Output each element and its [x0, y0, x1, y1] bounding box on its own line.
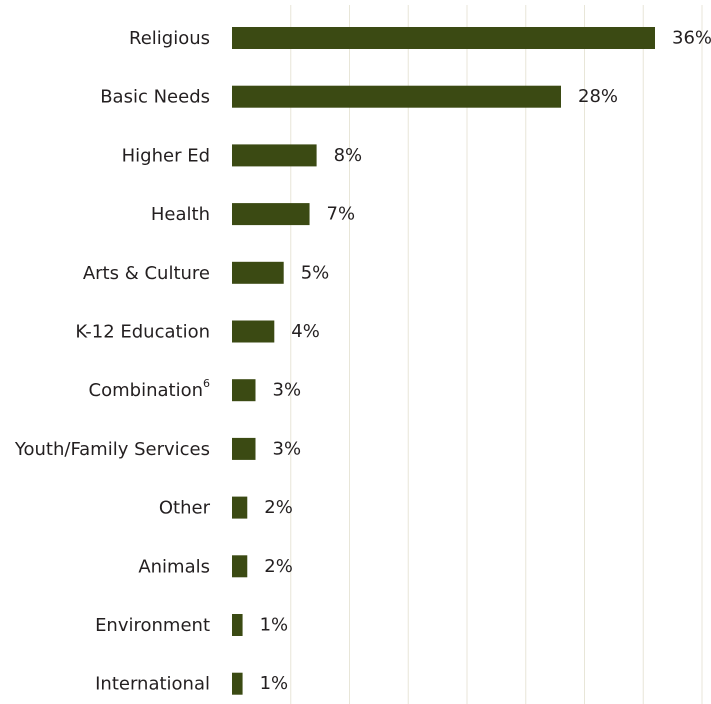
value-label: 7%	[327, 204, 356, 225]
category-label: Religious	[129, 28, 210, 49]
value-label: 2%	[264, 556, 293, 577]
value-label: 2%	[264, 497, 293, 518]
value-label: 3%	[273, 380, 302, 401]
value-labels: 36% 28% 8% 7% 5% 4% 3% 3% 2% 2% 1% 1%	[260, 28, 711, 695]
bar	[232, 437, 256, 460]
bar	[232, 27, 655, 49]
bar	[232, 614, 243, 636]
category-label: Environment	[95, 615, 210, 636]
bar	[232, 85, 561, 108]
category-label: Other	[159, 497, 211, 518]
category-label: Combination6	[89, 377, 210, 401]
bar	[232, 203, 310, 226]
category-label: Animals	[138, 556, 210, 577]
bar	[232, 555, 248, 578]
category-label: Basic Needs	[100, 86, 210, 107]
gridlines	[290, 5, 703, 704]
value-label: 3%	[273, 438, 302, 459]
bar	[232, 320, 275, 343]
bars	[232, 27, 655, 695]
value-label: 36%	[672, 28, 711, 49]
bar	[232, 496, 248, 519]
value-label: 4%	[291, 321, 320, 342]
category-label: Health	[151, 204, 210, 225]
category-label: International	[95, 673, 210, 694]
bar	[232, 261, 284, 284]
value-label: 5%	[301, 262, 330, 283]
value-label: 28%	[578, 86, 618, 107]
bar	[232, 379, 256, 402]
value-label: 1%	[260, 673, 289, 694]
category-label: Arts & Culture	[83, 262, 210, 283]
bar	[232, 672, 243, 695]
category-label: Youth/Family Services	[14, 438, 210, 459]
value-label: 1%	[260, 615, 289, 636]
value-label: 8%	[334, 145, 363, 166]
category-label: K-12 Education	[75, 321, 210, 342]
category-labels: Religious Basic Needs Higher Ed Health Arts …	[14, 28, 211, 695]
category-label: Higher Ed	[122, 145, 210, 166]
bar	[232, 144, 317, 167]
